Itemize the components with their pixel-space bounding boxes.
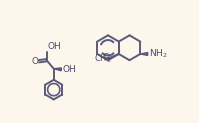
Text: O: O xyxy=(103,53,110,62)
Polygon shape xyxy=(140,53,148,55)
Text: OH: OH xyxy=(63,65,76,74)
Text: OH: OH xyxy=(47,42,61,51)
Polygon shape xyxy=(54,68,61,71)
Text: $\mathregular{NH_2}$: $\mathregular{NH_2}$ xyxy=(149,48,168,60)
Text: O: O xyxy=(31,57,38,66)
Text: CH$_3$: CH$_3$ xyxy=(94,52,111,65)
